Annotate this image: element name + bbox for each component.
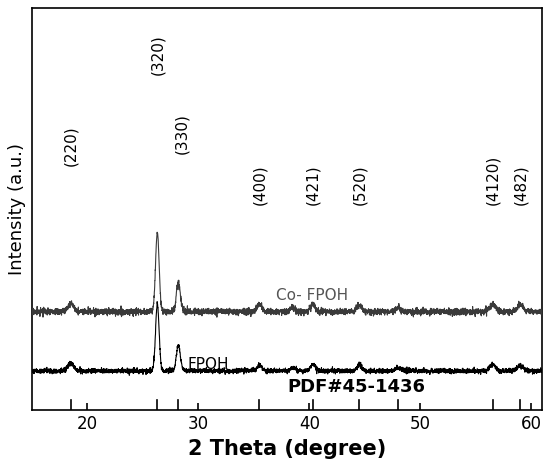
Text: (220): (220): [63, 125, 78, 166]
X-axis label: 2 Theta (degree): 2 Theta (degree): [188, 439, 386, 459]
Text: PDF#45-1436: PDF#45-1436: [287, 378, 425, 396]
Text: (520): (520): [352, 165, 367, 205]
Text: (320): (320): [150, 35, 165, 75]
Text: (330): (330): [174, 113, 189, 154]
Text: (4120): (4120): [485, 155, 500, 205]
Text: (482): (482): [513, 165, 528, 205]
Text: (400): (400): [252, 165, 267, 205]
Text: (421): (421): [305, 165, 320, 205]
Y-axis label: Intensity (a.u.): Intensity (a.u.): [8, 143, 26, 275]
Text: FPOH: FPOH: [187, 357, 229, 373]
Text: Co- FPOH: Co- FPOH: [276, 289, 348, 304]
